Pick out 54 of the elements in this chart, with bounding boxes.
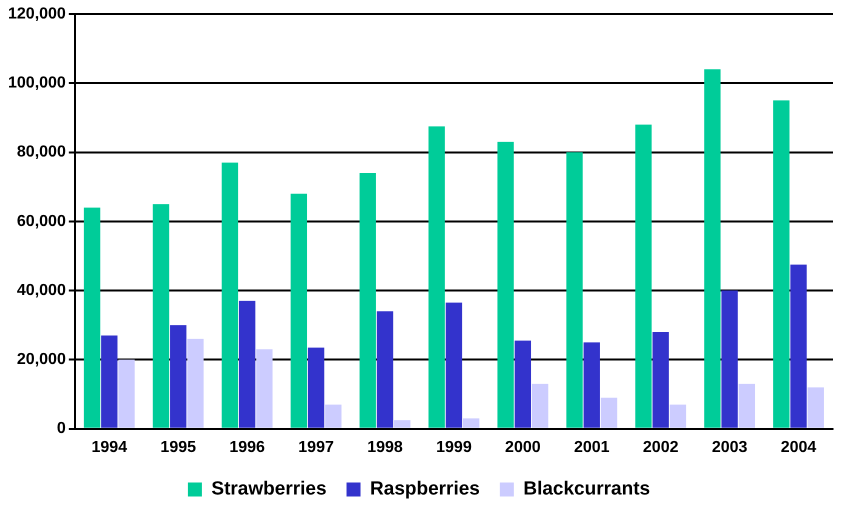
bar [462, 418, 480, 428]
legend-label: Blackcurrants [523, 478, 650, 500]
x-tick-label: 1998 [367, 438, 403, 456]
y-tick-label: 0 [56, 420, 66, 438]
x-tick-label: 1994 [92, 438, 128, 456]
bar [532, 384, 548, 428]
bar [721, 290, 738, 428]
bar [808, 387, 824, 428]
y-tick-label: 120,000 [8, 5, 66, 22]
legend-label: Strawberries [211, 478, 327, 500]
bar [497, 142, 514, 428]
bar [652, 332, 669, 428]
bar [152, 204, 170, 428]
y-tick-label: 40,000 [16, 282, 66, 299]
bar [256, 349, 273, 428]
bar [704, 69, 721, 428]
bar [238, 300, 256, 428]
bar [790, 264, 807, 428]
y-tick-label: 80,000 [16, 144, 66, 161]
bar [394, 420, 410, 428]
x-tick-label: 2004 [780, 438, 816, 456]
bar [84, 208, 100, 428]
x-tick-label: 1996 [229, 438, 266, 456]
bar [446, 302, 462, 428]
bar [670, 404, 686, 428]
bar [738, 384, 756, 428]
bar [584, 342, 600, 428]
y-tick-label: 20,000 [16, 351, 66, 368]
x-tick-label: 1997 [298, 438, 334, 456]
x-tick-label: 2000 [505, 438, 541, 456]
bar [325, 404, 342, 428]
bar [101, 335, 118, 428]
bar [773, 100, 790, 428]
bar [308, 348, 324, 428]
legend-label: Raspberries [370, 478, 480, 500]
x-tick-label: 1995 [160, 438, 196, 456]
y-tick-label: 60,000 [16, 212, 66, 230]
bar [360, 173, 376, 428]
bar [514, 340, 532, 428]
y-tick-label: 100,000 [8, 74, 66, 92]
x-tick-label: 2001 [574, 438, 610, 456]
bar [118, 360, 135, 428]
bar [170, 325, 186, 428]
x-tick-label: 2003 [712, 438, 748, 456]
bar [635, 124, 652, 428]
bar [376, 311, 394, 428]
bar [566, 152, 583, 428]
bar [428, 126, 445, 428]
x-tick-label: 2002 [642, 438, 679, 456]
x-tick-label: 1999 [436, 438, 472, 456]
bar [290, 194, 308, 428]
bar [187, 338, 204, 428]
bar [222, 162, 238, 428]
bar [600, 398, 618, 428]
